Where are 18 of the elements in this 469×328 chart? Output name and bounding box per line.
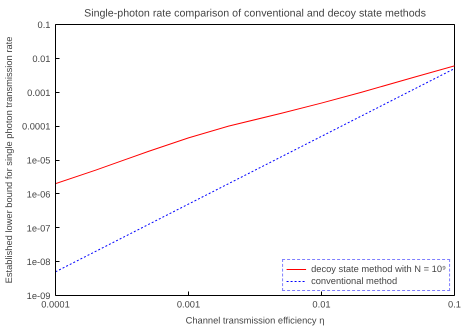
x-tick-label: 0.01 xyxy=(312,300,331,310)
y-tick-label: 0.0001 xyxy=(22,122,50,132)
y-tick-label: 0.01 xyxy=(32,54,50,64)
x-axis-title: Channel transmission efficiency η xyxy=(186,316,324,326)
y-tick-label: 1e-06 xyxy=(26,189,50,200)
legend-label: conventional method xyxy=(311,275,398,287)
y-tick-label: 1e-08 xyxy=(26,257,50,268)
y-tick-label: 1e-07 xyxy=(26,223,50,234)
y-axis-title: Established lower bound for single photon transmission rate xyxy=(4,36,14,284)
y-tick-label: 1e-05 xyxy=(26,156,50,166)
y-tick-label: 0.001 xyxy=(27,88,50,98)
x-tick-label: 0.0001 xyxy=(41,300,70,310)
x-tick-label: 0.1 xyxy=(448,300,461,310)
y-tick-label: 0.1 xyxy=(38,20,50,30)
legend-label: decoy state method with N = 10⁹ xyxy=(311,263,446,275)
chart-title: Single-photon rate comparison of conventional and decoy state methods xyxy=(84,8,426,20)
x-tick-label: 0.001 xyxy=(176,300,200,310)
y-tick-label: 1e-09 xyxy=(26,291,50,301)
